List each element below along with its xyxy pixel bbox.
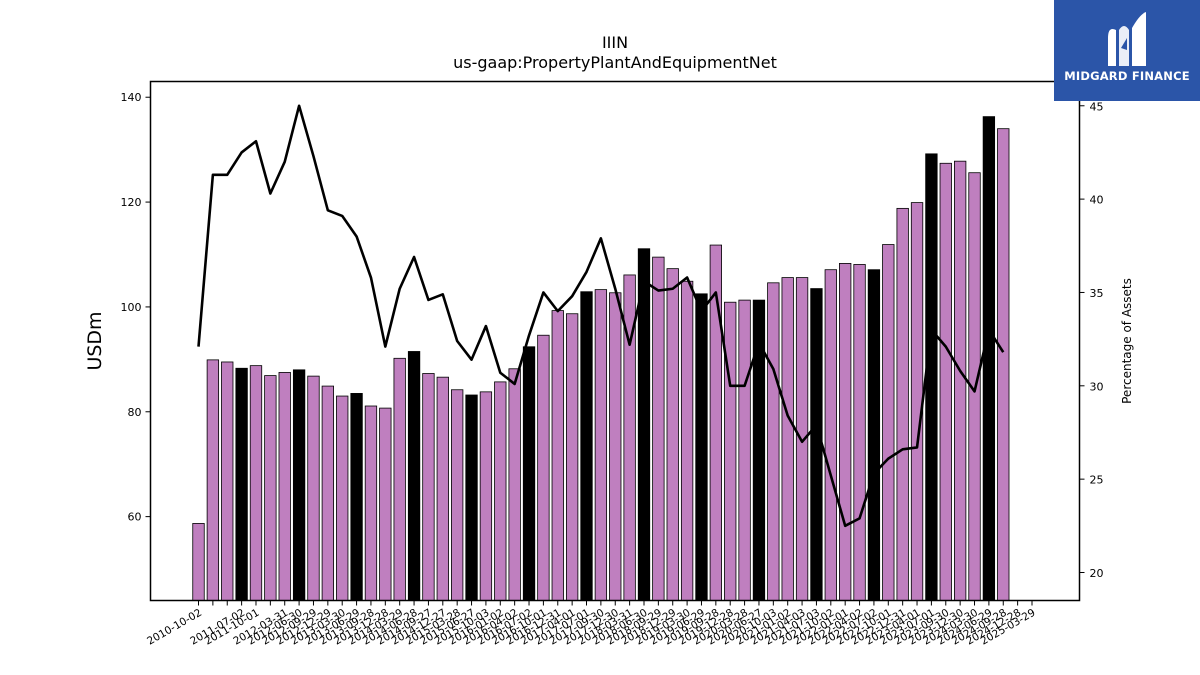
bar-2015-06-27 — [465, 394, 478, 601]
bar-2018-12-29 — [666, 268, 679, 601]
left-y-tick-label: 100 — [121, 301, 142, 314]
bar-2010-10-02 — [192, 523, 205, 601]
bar-2022-07-02 — [867, 269, 881, 601]
bar-2020-10-03 — [767, 282, 780, 601]
bar-2023-09-30 — [939, 162, 952, 601]
bar-2022-10-01 — [882, 244, 895, 601]
bar-2024-06-29 — [982, 116, 996, 601]
bar-2021-10-02 — [824, 269, 837, 601]
percentage-line — [197, 104, 1005, 528]
bar-2014-06-28 — [407, 351, 421, 601]
bar-2023-12-30 — [954, 160, 967, 601]
bar-2011-12-31 — [264, 375, 277, 601]
bar-2012-09-29 — [307, 375, 320, 601]
bar-2019-12-28 — [724, 301, 737, 601]
bar-2015-10-03 — [479, 391, 493, 601]
bar-2019-03-30 — [680, 280, 694, 601]
bar-2015-03-28 — [451, 389, 464, 601]
bar-2016-07-02 — [522, 346, 536, 601]
chart-subtitle: us-gaap:PropertyPlantAndEquipmentNet — [453, 53, 777, 72]
right-y-tick-label: 35 — [1090, 287, 1104, 300]
bar-2018-09-29 — [652, 256, 665, 601]
left-y-axis-label: USDm — [84, 311, 106, 370]
bar-2011-10-01 — [249, 365, 263, 601]
bar-2017-12-30 — [609, 292, 622, 601]
bar-2013-12-28 — [379, 407, 392, 601]
right-y-tick-label: 25 — [1090, 474, 1104, 487]
bar-2014-09-27 — [422, 373, 435, 601]
left-y-axis: 60 80 100 120 140 — [121, 91, 151, 524]
bar-2017-04-01 — [565, 313, 579, 601]
bar-2024-09-28 — [997, 128, 1010, 601]
bar-2016-10-01 — [537, 334, 550, 601]
bar-2011-07-02 — [235, 367, 248, 601]
bar-2011-04-02 — [221, 361, 234, 601]
right-y-tick-label: 30 — [1090, 380, 1104, 393]
bar-2022-04-02 — [853, 264, 866, 601]
right-y-axis: 20 25 30 35 40 45 — [1079, 100, 1104, 580]
logo-text: MIDGARD FINANCE — [1064, 69, 1190, 83]
left-y-tick-label: 80 — [128, 406, 142, 419]
right-y-tick-label: 20 — [1090, 567, 1104, 580]
left-y-tick-label: 140 — [121, 91, 142, 104]
bar-2012-06-30 — [292, 369, 306, 601]
left-y-tick-label: 120 — [121, 196, 142, 209]
right-y-tick-label: 40 — [1090, 194, 1104, 207]
bar-series — [192, 116, 1010, 601]
bar-2013-03-30 — [336, 395, 349, 601]
bar-2023-07-01 — [925, 153, 938, 601]
bar-2016-12-31 — [551, 310, 564, 601]
bar-2012-12-29 — [321, 385, 334, 601]
bar-2022-12-31 — [896, 207, 909, 601]
right-y-tick-label: 45 — [1090, 100, 1104, 113]
bar-2012-03-31 — [278, 372, 291, 601]
bar-2020-03-28 — [738, 299, 751, 601]
bar-2017-09-30 — [594, 289, 608, 601]
bar-2021-07-03 — [810, 288, 823, 601]
bar-2016-04-02 — [508, 368, 521, 601]
bar-2011-01-01 — [206, 359, 220, 601]
x-axis: 2010-10-022011-07-022011-10-012012-03-31… — [145, 600, 1038, 648]
brand-logo: MIDGARD FINANCE — [1054, 0, 1200, 101]
logo-mark-icon — [1108, 12, 1146, 66]
bar-2022-01-01 — [839, 263, 852, 601]
bar-2013-06-29 — [350, 393, 363, 601]
bar-2014-12-27 — [436, 376, 449, 601]
bar-2023-04-01 — [910, 202, 924, 601]
line-series — [197, 104, 1005, 528]
bar-2017-07-01 — [580, 291, 593, 601]
left-y-tick-label: 60 — [128, 511, 142, 524]
bar-2021-01-02 — [781, 277, 794, 601]
bar-2016-01-02 — [494, 381, 507, 601]
right-y-axis-label: Percentage of Assets — [1120, 278, 1134, 404]
bar-2014-03-29 — [393, 357, 406, 601]
bar-2013-09-28 — [364, 405, 378, 601]
chart-title: IIIN — [602, 33, 628, 52]
bar-2019-06-29 — [695, 293, 708, 601]
